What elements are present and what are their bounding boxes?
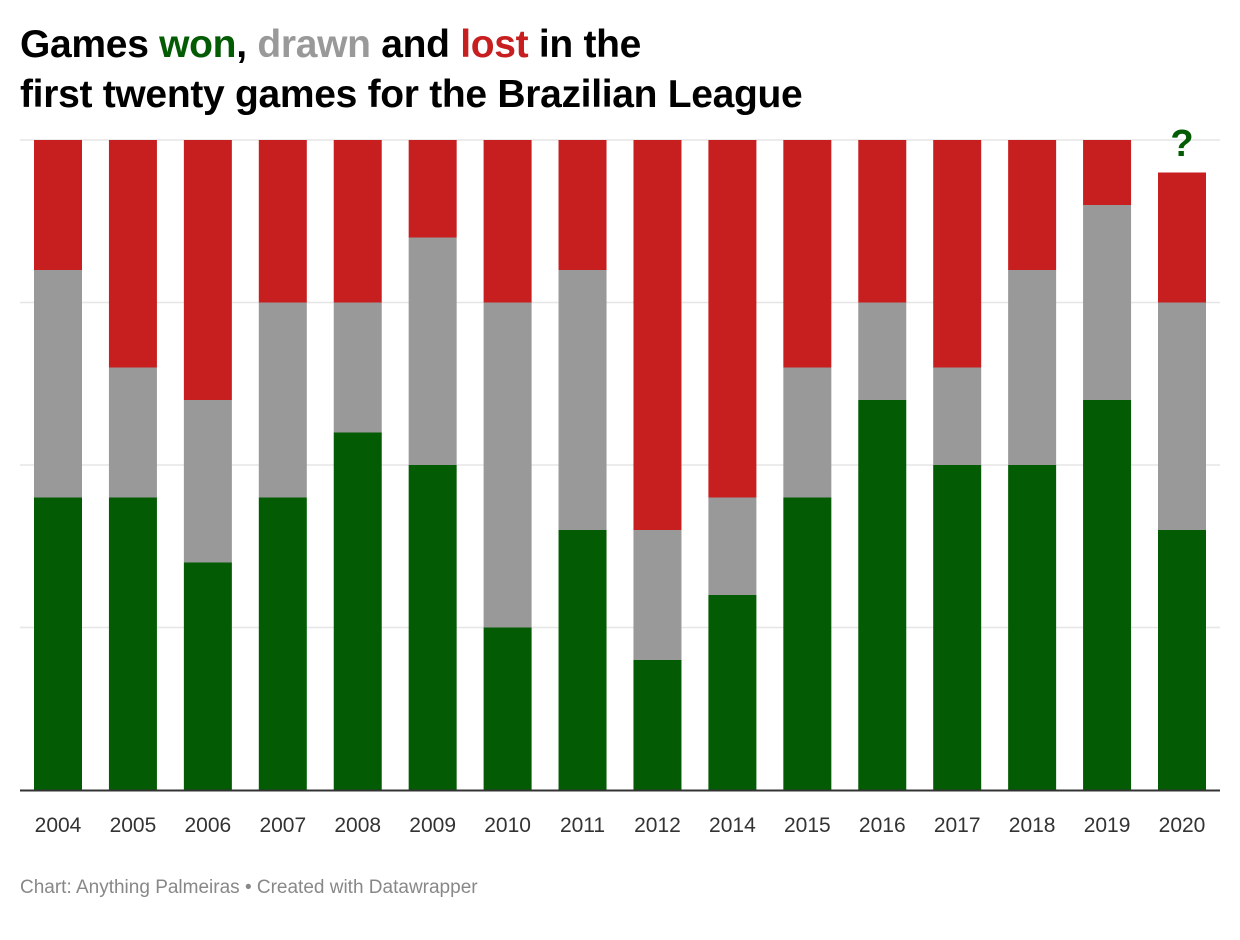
bar-won-2009 bbox=[408, 465, 457, 790]
bar-won-2010 bbox=[483, 627, 532, 790]
bar-stack-2018 bbox=[1008, 140, 1057, 790]
x-label-2010: 2010 bbox=[484, 814, 531, 837]
x-label-2016: 2016 bbox=[859, 814, 906, 837]
chart-footer: Chart: Anything Palmeiras • Created with… bbox=[20, 877, 478, 898]
bar-lost-2010 bbox=[483, 140, 532, 303]
x-label-2015: 2015 bbox=[784, 814, 831, 837]
bar-stack-2020 bbox=[1158, 172, 1206, 790]
bar-stack-2016 bbox=[858, 140, 907, 790]
bar-stack-2015 bbox=[783, 140, 832, 790]
bar-drawn-2014 bbox=[708, 497, 757, 595]
title-lost-word: lost bbox=[460, 23, 529, 66]
bar-lost-2006 bbox=[183, 140, 232, 400]
bar-drawn-2008 bbox=[333, 302, 382, 433]
bar-lost-2004 bbox=[34, 140, 82, 270]
bar-won-2011 bbox=[558, 530, 607, 790]
bar-drawn-2010 bbox=[483, 302, 532, 628]
bar-stack-2008 bbox=[333, 140, 382, 790]
bar-lost-2016 bbox=[858, 140, 907, 303]
bar-won-2008 bbox=[333, 432, 382, 790]
title-line2: first twenty games for the Brazilian Lea… bbox=[20, 73, 803, 116]
bar-stacks bbox=[34, 140, 1206, 790]
x-label-2009: 2009 bbox=[409, 814, 456, 837]
bar-stack-2005 bbox=[108, 140, 157, 790]
title-line1-suffix: in the bbox=[528, 23, 642, 66]
title-line1-prefix: Games bbox=[20, 23, 160, 66]
bar-drawn-2015 bbox=[783, 367, 832, 498]
bar-lost-2009 bbox=[408, 140, 457, 238]
x-label-2006: 2006 bbox=[185, 814, 232, 837]
bar-won-2007 bbox=[258, 497, 307, 790]
annotations: ? bbox=[1170, 123, 1193, 165]
bar-lost-2012 bbox=[633, 140, 682, 530]
bar-lost-2017 bbox=[933, 140, 982, 368]
bar-stack-2006 bbox=[183, 140, 232, 790]
bar-stack-2010 bbox=[483, 140, 532, 790]
x-label-2007: 2007 bbox=[259, 814, 306, 837]
bar-stack-2007 bbox=[258, 140, 307, 790]
title-drawn-word: drawn bbox=[257, 23, 371, 66]
bar-drawn-2007 bbox=[258, 302, 307, 498]
x-label-2018: 2018 bbox=[1009, 814, 1056, 837]
bar-stack-2012 bbox=[633, 140, 682, 790]
x-label-2012: 2012 bbox=[634, 814, 681, 837]
bar-lost-2007 bbox=[258, 140, 307, 303]
bar-lost-2011 bbox=[558, 140, 607, 270]
bar-drawn-2005 bbox=[108, 367, 157, 498]
x-label-2011: 2011 bbox=[560, 814, 605, 837]
bar-stack-2011 bbox=[558, 140, 607, 790]
bar-drawn-2004 bbox=[34, 270, 82, 498]
bar-drawn-2009 bbox=[408, 237, 457, 465]
x-label-2008: 2008 bbox=[334, 814, 381, 837]
bar-won-2012 bbox=[633, 660, 682, 790]
bar-won-2004 bbox=[34, 497, 82, 790]
bar-won-2005 bbox=[108, 497, 157, 790]
x-axis-labels: 2004 2005 2006 2007 2008 2009 2010 2011 2012 2014… bbox=[35, 814, 1206, 837]
annotation-question-mark: ? bbox=[1170, 123, 1193, 165]
bar-lost-2018 bbox=[1008, 140, 1057, 270]
bar-drawn-2011 bbox=[558, 270, 607, 530]
bar-won-2016 bbox=[858, 400, 907, 790]
x-label-2017: 2017 bbox=[934, 814, 981, 837]
bar-drawn-2020 bbox=[1158, 302, 1206, 530]
bar-lost-2014 bbox=[708, 140, 757, 498]
title-and-word: and bbox=[370, 23, 461, 66]
bar-lost-2008 bbox=[333, 140, 382, 303]
x-label-2020: 2020 bbox=[1159, 814, 1206, 837]
bar-stack-2004 bbox=[34, 140, 82, 790]
x-label-2004: 2004 bbox=[35, 814, 82, 837]
bar-won-2019 bbox=[1083, 400, 1132, 790]
bar-lost-2020 bbox=[1158, 172, 1206, 303]
bar-won-2017 bbox=[933, 465, 982, 790]
bar-drawn-2017 bbox=[933, 367, 982, 465]
chart-title: Games won, drawn and lost in the first t… bbox=[20, 20, 1220, 120]
x-label-2005: 2005 bbox=[110, 814, 157, 837]
bar-lost-2019 bbox=[1083, 140, 1132, 205]
bar-drawn-2018 bbox=[1008, 270, 1057, 465]
bar-won-2014 bbox=[708, 595, 757, 790]
bar-stack-2019 bbox=[1083, 140, 1132, 790]
bar-won-2006 bbox=[183, 562, 232, 790]
bar-lost-2005 bbox=[108, 140, 157, 368]
x-label-2014: 2014 bbox=[709, 814, 756, 837]
bar-drawn-2019 bbox=[1083, 205, 1132, 400]
bar-drawn-2012 bbox=[633, 530, 682, 660]
bar-drawn-2016 bbox=[858, 302, 907, 400]
bar-won-2020 bbox=[1158, 530, 1206, 790]
title-won-word: won bbox=[159, 23, 237, 66]
bar-lost-2015 bbox=[783, 140, 832, 368]
x-label-2019: 2019 bbox=[1084, 814, 1131, 837]
bar-drawn-2006 bbox=[183, 400, 232, 563]
bar-won-2018 bbox=[1008, 465, 1057, 790]
title-comma: , bbox=[236, 23, 247, 66]
bar-won-2015 bbox=[783, 497, 832, 790]
bar-stack-2017 bbox=[933, 140, 982, 790]
bar-stack-2014 bbox=[708, 140, 757, 790]
bar-stack-2009 bbox=[408, 140, 457, 790]
